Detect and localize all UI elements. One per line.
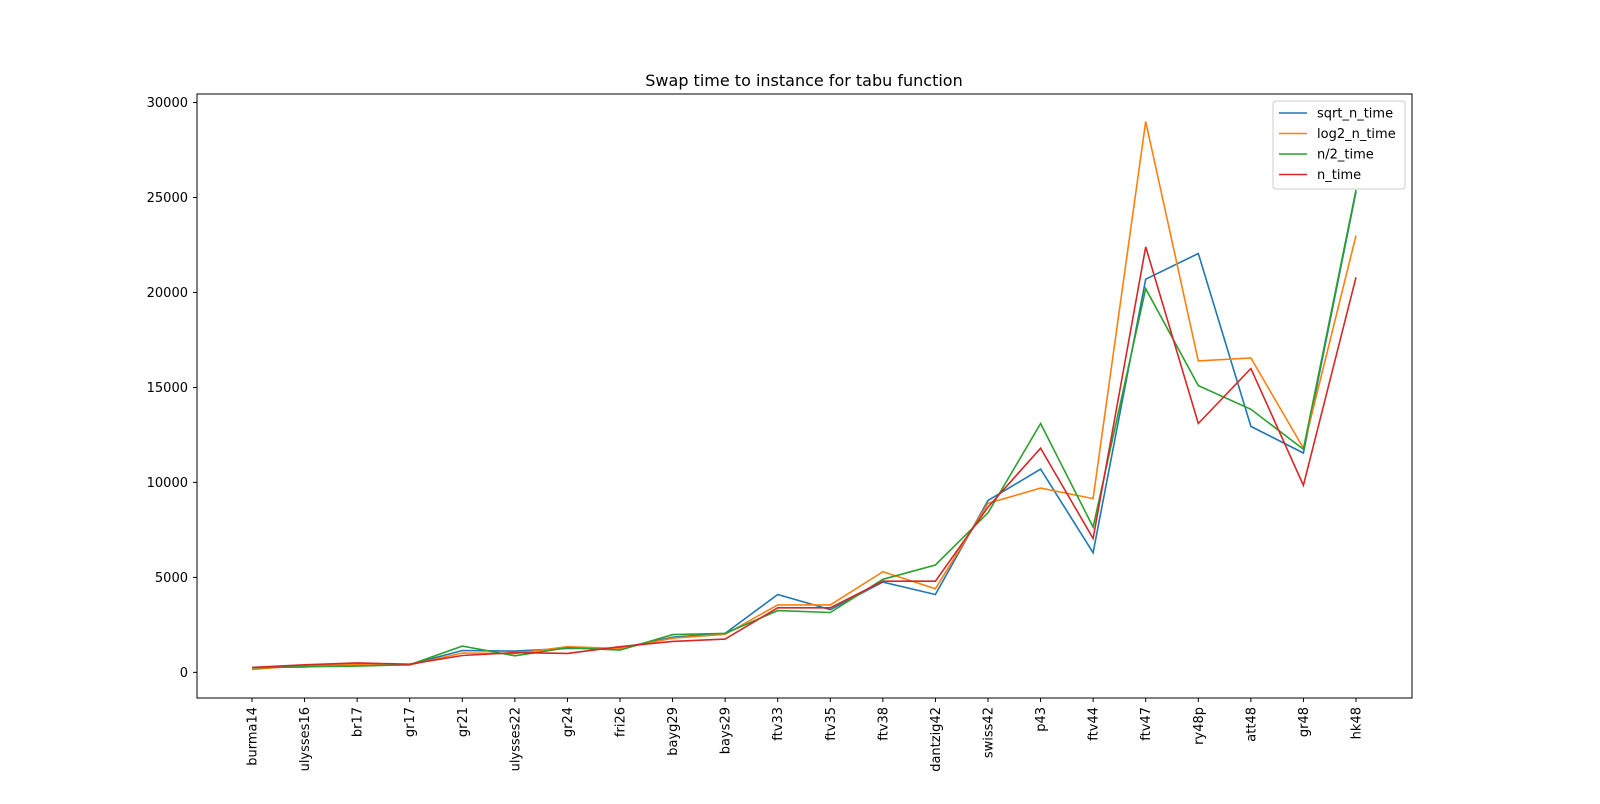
series-line-log2-n-time [251,121,1357,671]
axes: 0 5000 10000 15000 20000 25000 30000 burma14 uly… [147,96,1365,772]
x-tick-label: ftv47 [1139,707,1154,741]
x-tick-label: p43 [1034,707,1049,732]
legend-label: log2_n_time [1317,127,1396,142]
series-line-n-time [251,246,1357,669]
x-tick-label: ftv38 [876,707,891,741]
x-tick-label: bayg29 [666,707,681,756]
x-tick-label: br17 [351,707,366,737]
x-tick-label: ulysses16 [298,707,313,771]
x-tick-label: ftv44 [1087,707,1102,741]
plot-area [251,121,1357,671]
x-tick-label: ftv35 [824,707,839,741]
x-tick-label: att48 [1244,707,1259,742]
y-tick-label: 10000 [147,476,188,491]
x-tick-label: ry48p [1192,707,1207,745]
legend: sqrt_n_time log2_n_time n/2_time n_time [1272,100,1406,190]
x-tick-label: gr21 [456,707,471,737]
x-tick-label: burma14 [246,707,261,766]
y-tick-label: 20000 [147,286,188,301]
x-tick-label: ulysses22 [508,707,523,771]
x-tick-label: gr24 [561,707,576,737]
x-tick-label: fri26 [614,707,629,737]
series-line-n-2-time [251,189,1357,669]
x-tick-label: dantzig42 [929,707,944,772]
x-tick-label: gr48 [1297,707,1312,737]
y-tick-label: 5000 [155,571,188,586]
series-line-sqrt-n-time [251,191,1357,669]
y-tick-label: 0 [180,666,188,681]
chart-title: Swap time to instance for tabu function [645,71,962,90]
x-tick-label: swiss42 [982,707,997,758]
x-tick-label: bays29 [719,707,734,754]
x-tick-label: gr17 [403,707,418,737]
x-tick-label: ftv33 [771,707,786,741]
plot-frame [196,93,1413,699]
legend-label: n_time [1317,168,1361,183]
legend-label: sqrt_n_time [1317,107,1393,122]
legend-label: n/2_time [1317,148,1374,163]
y-tick-label: 15000 [147,381,188,396]
y-tick-label: 25000 [147,191,188,206]
x-tick-label: hk48 [1350,707,1365,739]
y-tick-label: 30000 [147,96,188,111]
legend-box [1272,100,1406,190]
